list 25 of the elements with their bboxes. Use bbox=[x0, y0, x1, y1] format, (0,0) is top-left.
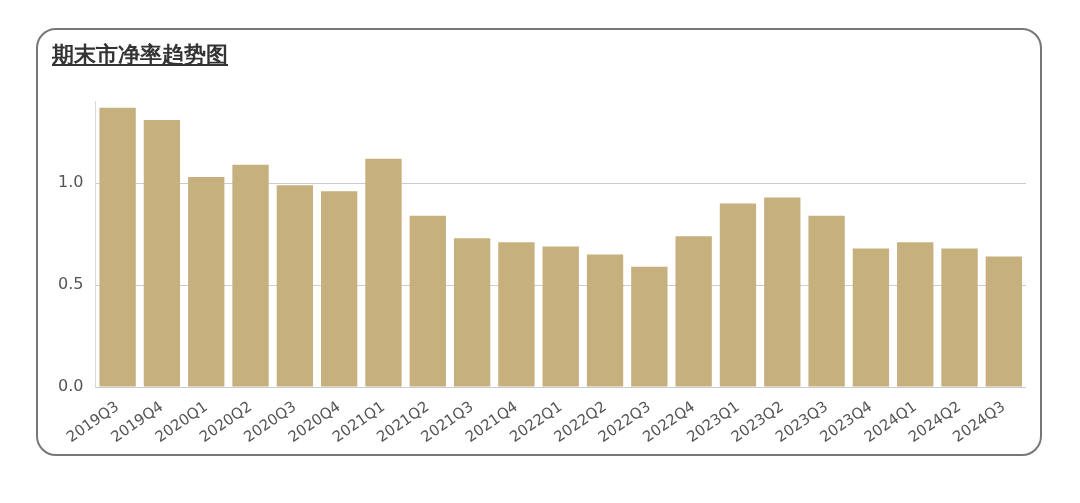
bar bbox=[232, 164, 269, 387]
bar bbox=[764, 197, 801, 387]
bar bbox=[143, 119, 181, 387]
bar bbox=[320, 191, 358, 387]
bar bbox=[808, 215, 845, 387]
bar bbox=[675, 236, 712, 387]
bar bbox=[631, 266, 668, 387]
bar bbox=[409, 215, 446, 387]
bar bbox=[897, 242, 934, 387]
bar bbox=[542, 246, 579, 387]
bar bbox=[586, 254, 624, 387]
bar bbox=[852, 248, 890, 387]
bar bbox=[719, 203, 757, 387]
bar bbox=[188, 177, 225, 387]
y-tick-label: 1.0 bbox=[57, 172, 84, 192]
bar bbox=[941, 248, 978, 387]
bar bbox=[985, 256, 1023, 387]
bar bbox=[453, 238, 491, 387]
chart-title: 期末市净率趋势图 bbox=[52, 41, 228, 69]
bar bbox=[365, 158, 402, 387]
bar bbox=[99, 107, 136, 387]
bar bbox=[276, 185, 314, 387]
y-tick-label: 0.0 bbox=[57, 376, 84, 396]
bar bbox=[498, 242, 535, 387]
y-tick-label: 0.5 bbox=[57, 274, 84, 294]
